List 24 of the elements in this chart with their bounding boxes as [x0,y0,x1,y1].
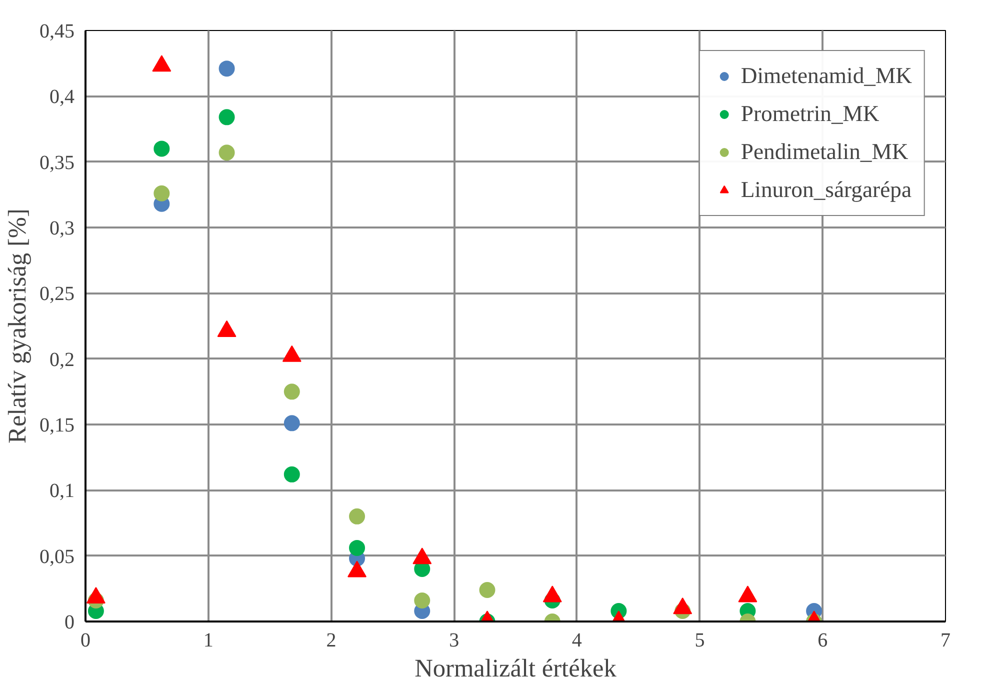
y-axis-title: Relatív gyakoriság [%] [4,208,32,444]
legend-label: Prometrin_MK [740,101,880,127]
y-tick-label: 0,05 [40,546,74,568]
x-tick-label: 5 [694,630,705,652]
y-tick-label: 0,2 [50,348,74,371]
y-tick-label: 0,15 [40,414,74,436]
legend-label: Pendimetalin_MK [740,139,908,165]
x-tick-label: 1 [203,630,214,652]
x-tick-label: 2 [326,630,336,652]
y-tick-label: 0,3 [50,218,74,240]
x-tick-label: 6 [818,630,828,652]
legend-label: Dimetenamid_MK [740,63,912,89]
y-tick-label: 0 [64,612,74,634]
x-tick-label: 4 [572,630,582,652]
y-tick-label: 0,45 [40,20,74,42]
y-tick-label: 0,4 [50,86,74,108]
y-tick-label: 0,35 [40,152,74,174]
legend-label: Linuron_sárgarépa [740,177,912,203]
x-tick-label: 7 [940,630,950,652]
x-axis-title: Normalizált értékek [414,654,617,682]
y-tick-label: 0,1 [50,480,74,502]
x-tick-label: 3 [449,630,460,652]
x-tick-label: 0 [80,630,90,652]
y-tick-label: 0,25 [40,283,74,306]
